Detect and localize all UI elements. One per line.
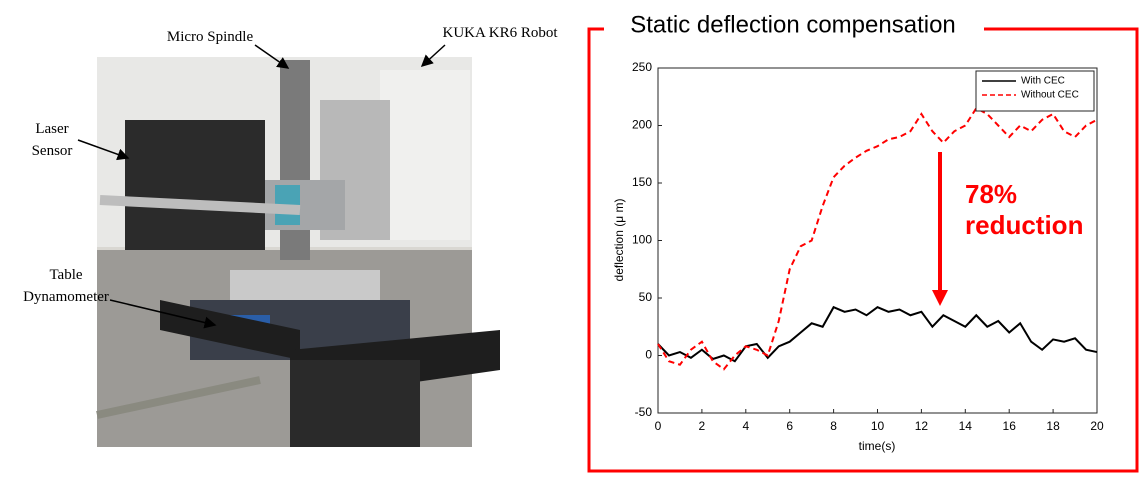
x-tick-label: 14 [959,419,973,433]
x-tick-label: 20 [1090,419,1104,433]
annotation: reduction [965,210,1083,240]
x-tick-label: 18 [1046,419,1060,433]
line-series [657,106,1098,371]
x-tick-label: 10 [871,419,885,433]
x-axis-label: time(s) [859,439,896,453]
photo-label: Laser Sensor [31,121,73,159]
pointer [109,299,217,329]
chart-title: Static deflection compensation [630,11,956,38]
y-tick-label: 150 [632,175,652,189]
photo [96,57,500,447]
pointer [420,44,446,68]
x-tick-label: 8 [830,419,837,433]
annotation: 78% [965,179,1017,209]
photo-label: KUKA KR6 Robot [442,25,558,41]
plot-area [657,67,1098,414]
y-tick-label: -50 [635,405,653,419]
legend-box [975,70,1095,112]
photo-label: Micro Spindle [166,29,254,45]
y-tick-label: 250 [632,60,652,74]
legend-label: Without CEC [1021,90,1079,101]
legend-label: With CEC [1021,76,1065,87]
photo-label: Table Dynamometer [23,267,109,305]
x-tick-label: 2 [699,419,706,433]
x-tick-label: 16 [1003,419,1017,433]
pointer [77,139,130,161]
y-axis-label: deflection (μ m) [612,199,626,282]
pointer [254,44,290,69]
x-tick-label: 12 [915,419,929,433]
x-tick-label: 6 [786,419,793,433]
x-tick-label: 4 [742,419,749,433]
title-bg [604,10,984,44]
y-tick-label: 200 [632,118,652,132]
x-tick-label: 0 [655,419,662,433]
y-tick-label: 50 [639,290,653,304]
y-tick-label: 0 [645,348,652,362]
y-tick-label: 100 [632,233,652,247]
